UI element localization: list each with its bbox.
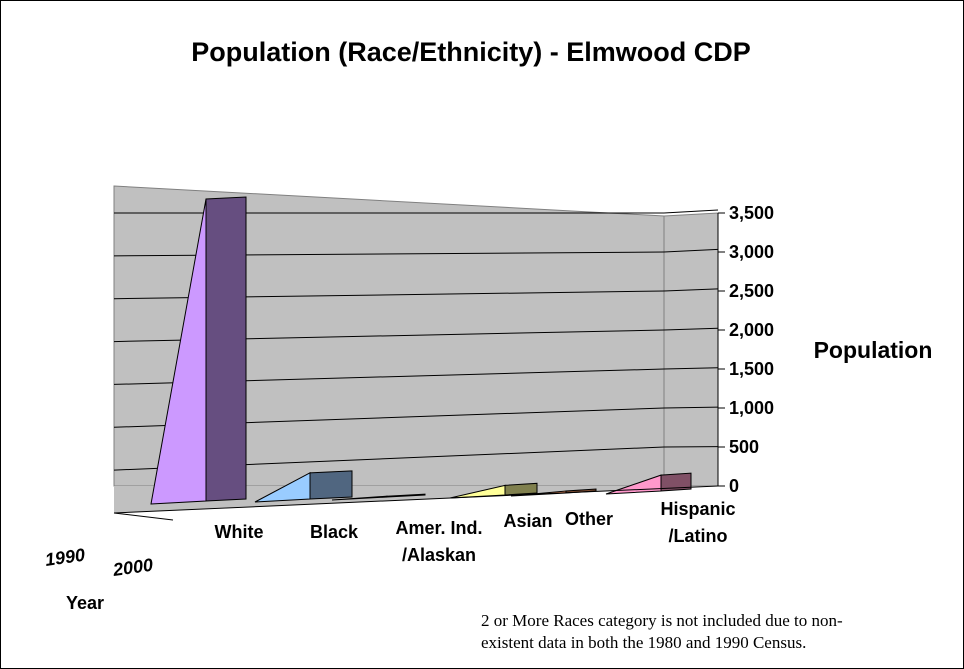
bar-1990 bbox=[254, 472, 311, 503]
side-wall bbox=[663, 212, 719, 487]
gridline-side bbox=[663, 406, 719, 409]
category-label: /Latino bbox=[669, 526, 728, 546]
gridline-side bbox=[663, 288, 719, 292]
bar-1990 bbox=[331, 495, 388, 501]
gridline-side bbox=[663, 327, 719, 331]
category-label: Black bbox=[310, 522, 359, 542]
category-label: Amer. Ind. bbox=[395, 518, 482, 538]
gridline-side bbox=[663, 367, 719, 370]
y-axis-title: Population bbox=[814, 337, 933, 363]
category-label: Hispanic bbox=[660, 499, 735, 519]
bars bbox=[150, 196, 692, 505]
footnote-line-2: existent data in both the 1980 and 1990 … bbox=[481, 633, 806, 652]
gridline-side bbox=[663, 209, 719, 214]
bar-2000 bbox=[504, 482, 538, 496]
y-tick-label: 0 bbox=[729, 476, 739, 496]
depth-axis bbox=[113, 512, 174, 521]
bar-2000 bbox=[309, 470, 353, 500]
bar-1990 bbox=[150, 198, 207, 505]
footnote-line-1: 2 or More Races category is not included… bbox=[481, 611, 843, 630]
category-label: Asian bbox=[503, 511, 552, 531]
y-tick-label: 3,000 bbox=[729, 242, 774, 262]
gridline-side bbox=[663, 248, 719, 253]
category-axis bbox=[113, 485, 719, 514]
bar-2000 bbox=[205, 196, 247, 502]
y-tick-label: 2,000 bbox=[729, 320, 774, 340]
year-label-1990: 1990 bbox=[44, 545, 86, 570]
category-label: White bbox=[215, 522, 264, 542]
z-axis-title: Year bbox=[66, 593, 104, 613]
y-ticks: 0 500 1,000 1,500 2,000 2,500 3,000 3,500 bbox=[718, 203, 774, 496]
y-tick-label: 500 bbox=[729, 437, 759, 457]
category-label: Other bbox=[565, 509, 613, 529]
y-tick-label: 3,500 bbox=[729, 203, 774, 223]
category-label: /Alaskan bbox=[402, 545, 476, 565]
y-tick-label: 1,000 bbox=[729, 398, 774, 418]
y-tick-label: 1,500 bbox=[729, 359, 774, 379]
chart-title: Population (Race/Ethnicity) - Elmwood CD… bbox=[191, 37, 751, 67]
year-label-2000: 2000 bbox=[111, 555, 154, 581]
category-labels: White Black Amer. Ind. /Alaskan Asian Other Hi… bbox=[215, 499, 736, 565]
y-tick-label: 2,500 bbox=[729, 281, 774, 301]
